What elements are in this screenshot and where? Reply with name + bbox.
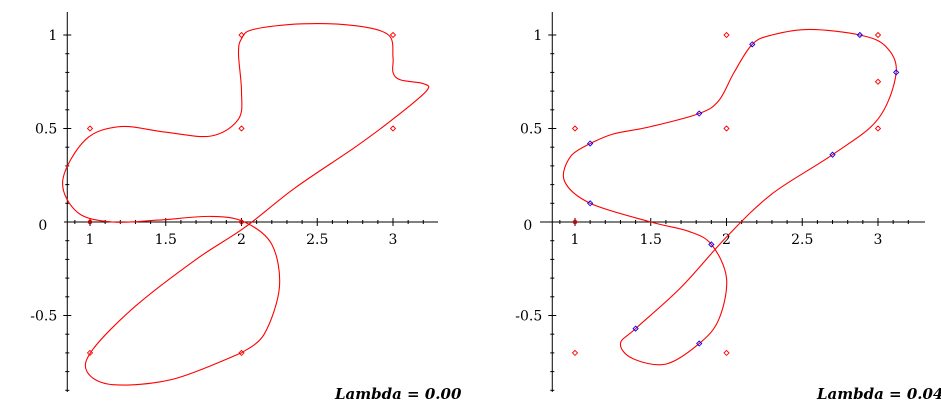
control-point-marker <box>238 125 245 132</box>
fitted-point-marker <box>856 31 863 39</box>
y-tick-label: 1 <box>48 28 57 44</box>
x-tick-label: 1.5 <box>155 232 177 248</box>
y-tick-label: 0.5 <box>35 122 57 138</box>
control-point-marker <box>389 31 397 39</box>
control-point-marker <box>238 31 245 39</box>
spline-curve <box>562 28 897 366</box>
y-tick-label: -0.5 <box>515 309 542 325</box>
control-point-marker <box>723 349 730 357</box>
fitted-point-marker <box>893 69 900 76</box>
panel-lambda-0-00: Lambda = 0.00 1 1.5 2 2.5 3 -0.5 0.5 1 0 <box>30 12 462 403</box>
control-point-marker <box>874 31 882 39</box>
control-point-marker <box>571 349 579 357</box>
control-point-marker <box>86 349 94 357</box>
control-point-marker <box>571 125 579 132</box>
origin-label: 0 <box>38 218 47 234</box>
y-tick-label: 1 <box>533 28 542 44</box>
origin-label: 0 <box>523 218 532 234</box>
lambda-caption-0: Lambda = 0.00 <box>334 385 462 403</box>
x-tick-label: 1 <box>86 232 95 248</box>
control-point-marker <box>238 218 245 226</box>
control-point-marker <box>86 125 94 132</box>
control-point-marker <box>571 218 579 226</box>
control-point-marker <box>874 125 882 132</box>
control-point-marker <box>874 78 882 85</box>
y-tick-label: -0.5 <box>30 309 57 325</box>
control-point-marker <box>723 125 730 132</box>
control-point-marker <box>86 218 94 226</box>
y-tick-label: 0.5 <box>520 122 542 138</box>
x-tick-label: 2 <box>722 232 731 248</box>
x-tick-label: 1.5 <box>640 232 662 248</box>
spline-curve <box>62 23 430 386</box>
panel-lambda-0-04: Lambda = 0.04 1 1.5 2 2.5 3 -0.5 0.5 1 0 <box>515 12 941 403</box>
fitted-point-marker <box>708 241 715 248</box>
x-tick-label: 2 <box>237 232 246 248</box>
control-point-marker <box>389 125 397 132</box>
x-tick-label: 2.5 <box>791 232 813 248</box>
fitted-point-marker <box>749 41 756 48</box>
fitted-point-marker <box>696 340 703 347</box>
x-tick-label: 3 <box>389 232 398 248</box>
lambda-caption-1: Lambda = 0.04 <box>816 385 941 403</box>
fitted-point-marker <box>829 151 836 158</box>
x-tick-label: 2.5 <box>306 232 328 248</box>
control-point-marker <box>238 349 245 357</box>
fitted-point-marker <box>587 140 594 147</box>
fitted-point-marker <box>587 200 594 207</box>
fitted-point-marker <box>632 325 639 332</box>
x-tick-label: 1 <box>571 232 580 248</box>
fitted-point-marker <box>696 110 703 117</box>
x-tick-label: 3 <box>874 232 883 248</box>
control-point-marker <box>723 31 730 39</box>
